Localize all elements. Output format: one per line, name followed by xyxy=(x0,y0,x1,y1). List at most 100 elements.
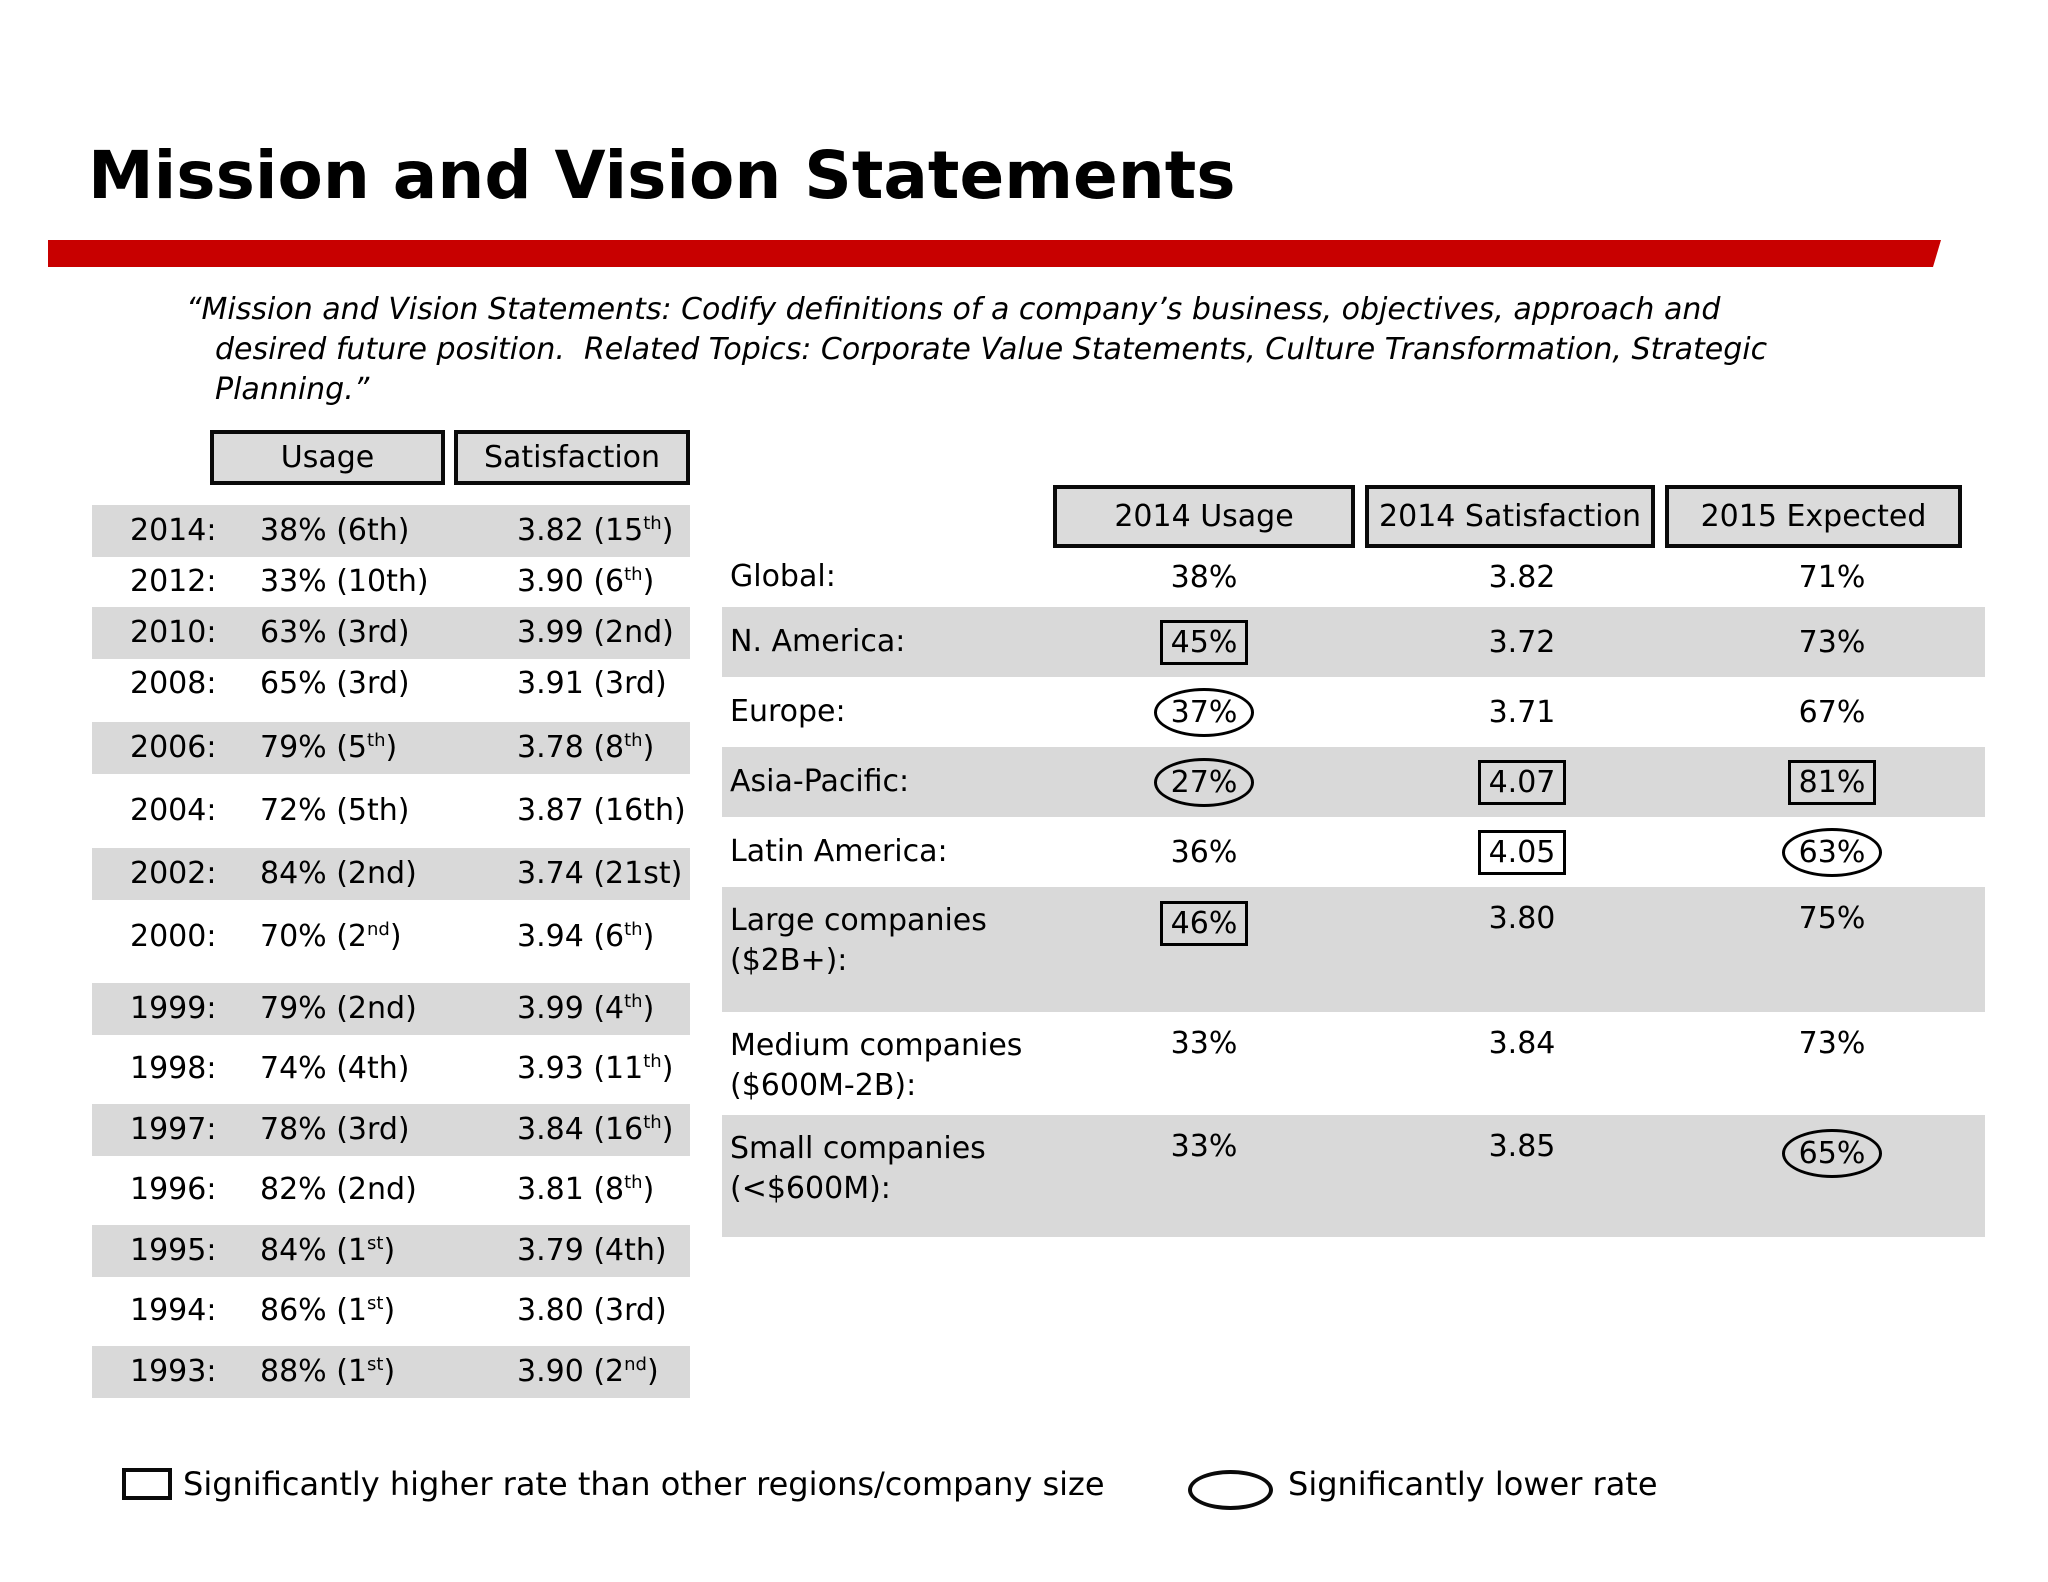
usage-cell: 63% (3rd) xyxy=(260,615,410,650)
lower-rate-mark: 27% xyxy=(1153,757,1255,807)
table-row: 2014: 38% (6th) 3.82 (15th) xyxy=(92,505,690,557)
year-cell: 1993: xyxy=(130,1354,217,1389)
usage-cell: 72% (5th) xyxy=(260,793,410,828)
row-label: Asia-Pacific: xyxy=(730,764,910,799)
usage-cell: 70% (2nd) xyxy=(260,919,402,954)
row-label: Global: xyxy=(730,559,836,594)
usage-value-cell: 33% xyxy=(1170,1129,1238,1164)
satisfaction-cell: 3.87 (16th) xyxy=(517,793,686,828)
satisfaction-value-cell: 3.72 xyxy=(1488,624,1556,660)
higher-rate-box-symbol xyxy=(122,1468,172,1500)
table-row: 1997: 78% (3rd) 3.84 (16th) xyxy=(92,1104,690,1156)
table-row: 2012: 33% (10th) 3.90 (6th) xyxy=(92,556,690,608)
usage-cell: 33% (10th) xyxy=(260,564,429,599)
table-row: 2000: 70% (2nd) 3.94 (6th) xyxy=(92,911,690,963)
satisfaction-cell: 3.82 (15th) xyxy=(517,513,674,548)
usage-value-cell: 27% xyxy=(1094,747,1314,817)
satisfaction-value-cell: 4.05 xyxy=(1412,817,1632,887)
year-cell: 2008: xyxy=(130,666,217,701)
lower-rate-ellipse-symbol xyxy=(1188,1470,1273,1510)
satisfaction-cell: 3.91 (3rd) xyxy=(517,666,667,701)
table-row: Europe: 37% 3.71 67% xyxy=(722,677,1985,747)
usage-cell: 65% (3rd) xyxy=(260,666,410,701)
expected-value-cell: 75% xyxy=(1798,901,1866,936)
table-row: Global: 38% 3.82 71% xyxy=(722,547,1985,607)
satisfaction-cell: 3.99 (4th) xyxy=(517,991,655,1026)
satisfaction-value-cell: 3.80 xyxy=(1488,901,1556,936)
usage-history-table: Usage Satisfaction 2014: 38% (6th) 3.82 (1… xyxy=(92,430,690,1405)
table-row: 1996: 82% (2nd) 3.81 (8th) xyxy=(92,1164,690,1216)
row-label: Small companies (<$600M): xyxy=(730,1131,986,1206)
usage-cell: 88% (1st) xyxy=(260,1354,396,1389)
higher-rate-mark: 4.05 xyxy=(1477,829,1567,875)
usage-value-cell: 36% xyxy=(1170,834,1238,870)
lower-rate-mark: 65% xyxy=(1781,1129,1883,1178)
expected-value-cell: 81% xyxy=(1722,747,1942,817)
satisfaction-cell: 3.94 (6th) xyxy=(517,919,655,954)
table-row: 2006: 79% (5th) 3.78 (8th) xyxy=(92,722,690,774)
year-cell: 1996: xyxy=(130,1172,217,1207)
usage-cell: 86% (1st) xyxy=(260,1293,396,1328)
usage-cell: 84% (2nd) xyxy=(260,856,417,891)
satisfaction-cell: 3.90 (6th) xyxy=(517,564,655,599)
table-row: 1995: 84% (1st) 3.79 (4th) xyxy=(92,1225,690,1277)
usage-cell: 74% (4th) xyxy=(260,1051,410,1086)
year-cell: 2014: xyxy=(130,513,217,548)
year-cell: 1997: xyxy=(130,1112,217,1147)
regional-breakdown-table: 2014 Usage 2014 Satisfaction 2015 Expect… xyxy=(722,485,1985,1245)
higher-rate-mark: 46% xyxy=(1159,901,1249,946)
year-cell: 2004: xyxy=(130,793,217,828)
higher-rate-legend-label: Significantly higher rate than other reg… xyxy=(183,1465,1105,1503)
usage-cell: 79% (2nd) xyxy=(260,991,417,1026)
usage-cell: 84% (1st) xyxy=(260,1233,396,1268)
usage-cell: 38% (6th) xyxy=(260,513,410,548)
history-satisfaction-header: Satisfaction xyxy=(454,430,690,485)
table-row: 1998: 74% (4th) 3.93 (11th) xyxy=(92,1043,690,1095)
higher-rate-mark: 81% xyxy=(1787,759,1877,805)
satisfaction-value-cell: 3.85 xyxy=(1488,1129,1556,1164)
expected-value-cell: 63% xyxy=(1722,817,1942,887)
year-cell: 2006: xyxy=(130,730,217,765)
table-row: Small companies (<$600M): 33% 3.85 65% xyxy=(722,1115,1985,1237)
table-row: 2008: 65% (3rd) 3.91 (3rd) xyxy=(92,658,690,710)
satisfaction-cell: 3.79 (4th) xyxy=(517,1233,667,1268)
usage-value-cell: 45% xyxy=(1094,607,1314,677)
year-cell: 1995: xyxy=(130,1233,217,1268)
satisfaction-value-cell: 3.82 xyxy=(1488,559,1556,595)
table-row: Asia-Pacific: 27% 4.07 81% xyxy=(722,747,1985,817)
table-row: 2010: 63% (3rd) 3.99 (2nd) xyxy=(92,607,690,659)
lower-rate-mark: 37% xyxy=(1153,687,1255,737)
satisfaction-cell: 3.99 (2nd) xyxy=(517,615,674,650)
regional-satisfaction-header: 2014 Satisfaction xyxy=(1365,485,1655,548)
satisfaction-value-cell: 4.07 xyxy=(1412,747,1632,817)
table-row: N. America: 45% 3.72 73% xyxy=(722,607,1985,677)
usage-value-cell: 38% xyxy=(1170,559,1238,595)
table-row: 1999: 79% (2nd) 3.99 (4th) xyxy=(92,983,690,1035)
year-cell: 2012: xyxy=(130,564,217,599)
usage-value-cell: 33% xyxy=(1170,1026,1238,1061)
history-usage-header: Usage xyxy=(210,430,445,485)
lower-rate-legend-label: Significantly lower rate xyxy=(1288,1465,1658,1503)
table-row: 2004: 72% (5th) 3.87 (16th) xyxy=(92,785,690,837)
satisfaction-cell: 3.74 (21st) xyxy=(517,856,683,891)
higher-rate-mark: 4.07 xyxy=(1477,759,1567,805)
table-row: 1994: 86% (1st) 3.80 (3rd) xyxy=(92,1285,690,1337)
satisfaction-cell: 3.81 (8th) xyxy=(517,1172,655,1207)
lower-rate-mark: 63% xyxy=(1781,827,1883,877)
satisfaction-cell: 3.90 (2nd) xyxy=(517,1354,659,1389)
satisfaction-value-cell: 3.71 xyxy=(1488,694,1556,730)
usage-value-cell: 37% xyxy=(1094,677,1314,747)
year-cell: 2010: xyxy=(130,615,217,650)
regional-expected-header: 2015 Expected xyxy=(1665,485,1962,548)
satisfaction-value-cell: 3.84 xyxy=(1488,1026,1556,1061)
expected-value-cell: 73% xyxy=(1798,1026,1866,1061)
satisfaction-cell: 3.78 (8th) xyxy=(517,730,655,765)
table-row: Medium companies ($600M-2B): 33% 3.84 73% xyxy=(722,1012,1985,1115)
usage-cell: 82% (2nd) xyxy=(260,1172,417,1207)
red-accent-bar xyxy=(48,240,1941,267)
expected-value-cell: 73% xyxy=(1798,624,1866,660)
satisfaction-cell: 3.93 (11th) xyxy=(517,1051,674,1086)
higher-rate-mark: 45% xyxy=(1159,619,1249,665)
satisfaction-cell: 3.80 (3rd) xyxy=(517,1293,667,1328)
quote-line: Planning.” xyxy=(215,372,370,407)
